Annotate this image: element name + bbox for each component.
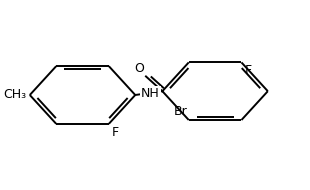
Text: F: F — [245, 64, 252, 77]
Text: Br: Br — [174, 105, 187, 118]
Text: F: F — [112, 126, 119, 139]
Text: O: O — [135, 62, 144, 75]
Text: CH₃: CH₃ — [4, 89, 27, 101]
Text: NH: NH — [141, 87, 160, 100]
